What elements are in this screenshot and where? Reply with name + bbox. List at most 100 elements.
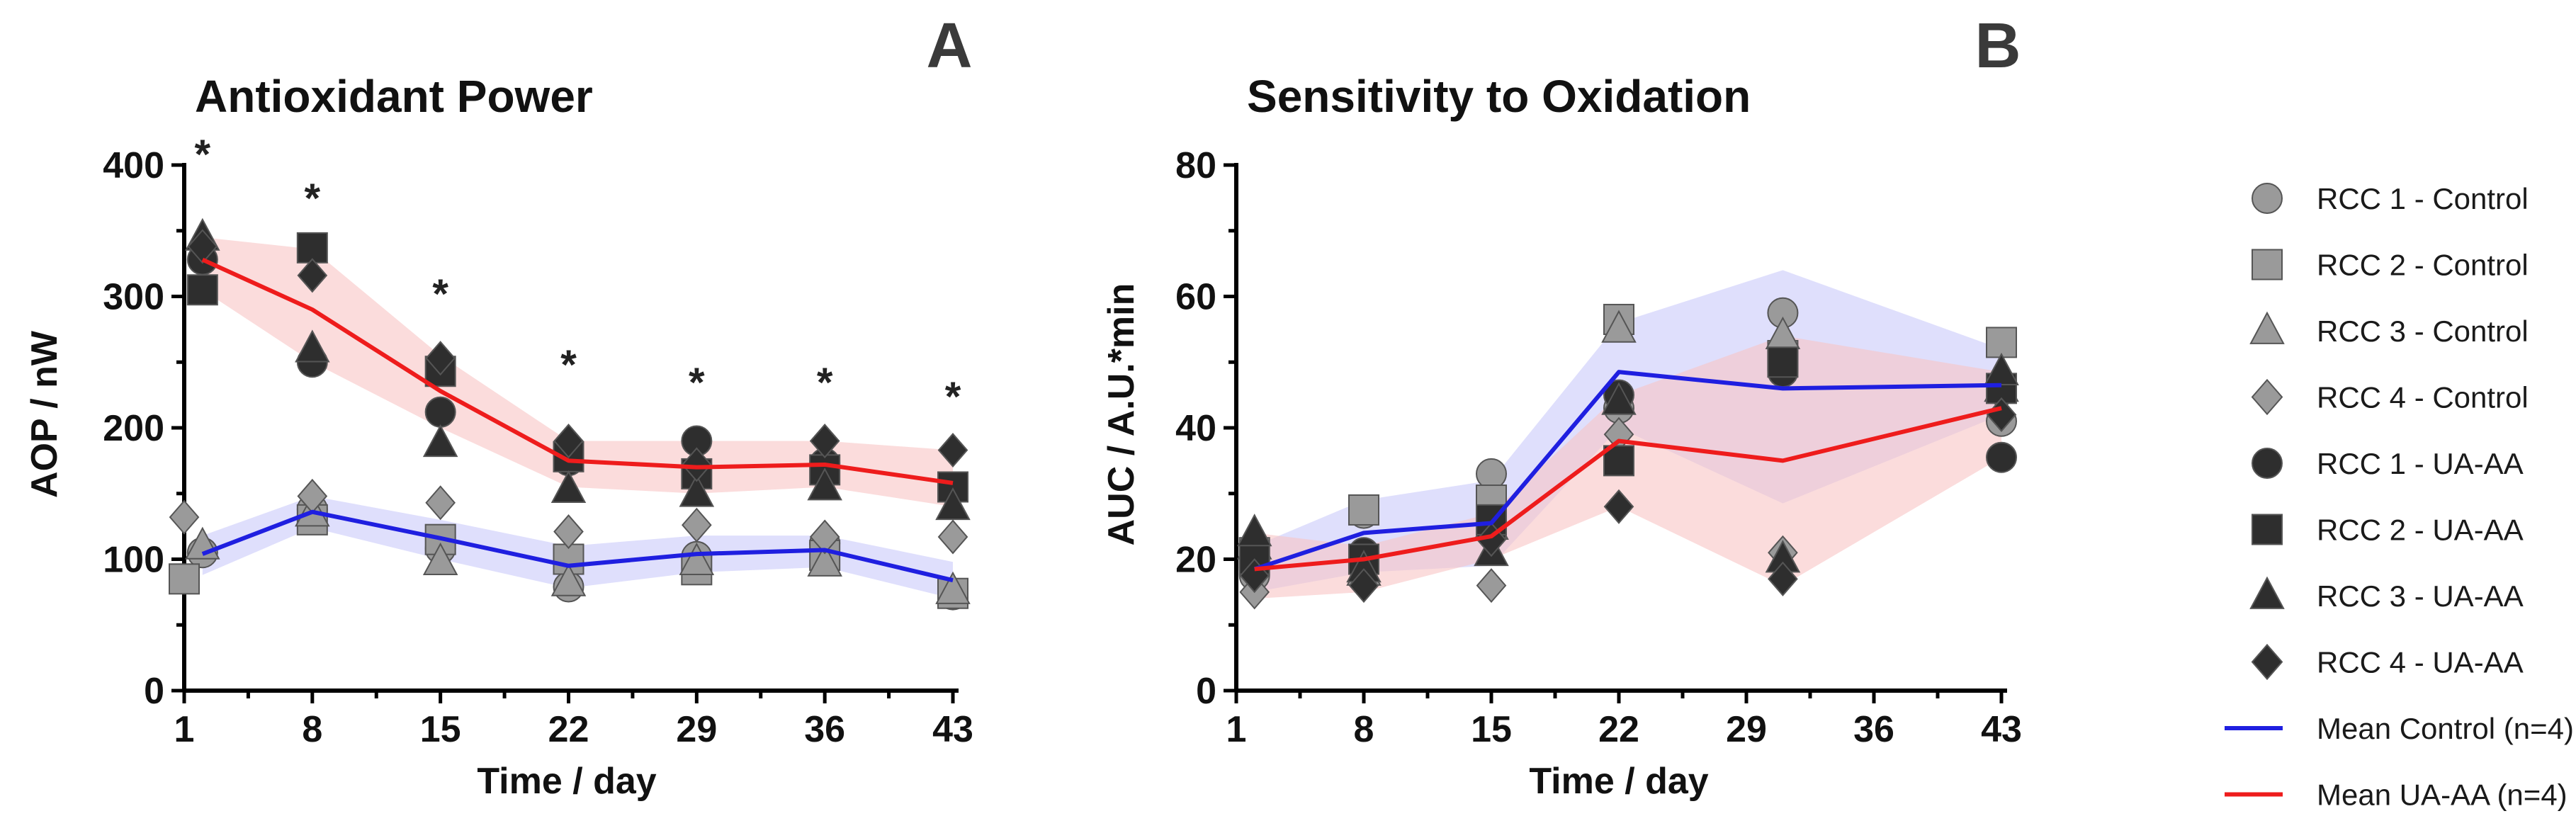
panel-b-x-tick-label: 22	[1598, 709, 1639, 750]
panel-a-point-rcc-4-control	[553, 514, 584, 550]
panel-a-point-rcc-3-control	[935, 571, 971, 604]
panel-b-point-rcc-3-ua-aa	[1984, 352, 2019, 386]
panel-b-x-tick-label: 36	[1853, 709, 1894, 750]
panel-a-y-tick-label: 100	[103, 540, 164, 581]
panel-a-point-rcc-4-ua-aa	[553, 424, 584, 459]
panel-a-x-tick-label: 15	[420, 709, 461, 750]
legend-entry-label-8: Mean Control (n=4)	[2317, 712, 2574, 745]
panel-a-x-axis-label: Time / day	[477, 761, 656, 802]
legend-marker-1	[2252, 249, 2283, 280]
panel-b-point-rcc-3-ua-aa	[1236, 514, 1272, 547]
panel-a-point-rcc-4-ua-aa	[809, 424, 840, 459]
panel-b-point-rcc-4-ua-aa	[1768, 561, 1798, 596]
panel-a-y-tick-label: 200	[103, 408, 164, 449]
panel-b-point-rcc-1-ua-aa	[1986, 441, 2017, 473]
legend-marker-2	[2249, 311, 2285, 344]
panel-b-point-rcc-4-ua-aa	[1348, 568, 1379, 604]
panel-a-point-rcc-3-ua-aa	[807, 468, 842, 501]
legend-marker-7	[2251, 643, 2283, 681]
panel-a-point-rcc-4-ua-aa	[425, 341, 456, 376]
panel-a-significance-star: *	[560, 342, 577, 388]
panel-a-mean-line-control	[201, 509, 954, 583]
panel-a-mean-line-uaaa	[201, 257, 954, 485]
panel-b-x-tick-label: 43	[1981, 709, 2022, 750]
legend-entry-label-9: Mean UA-AA (n=4)	[2317, 778, 2567, 812]
panel-a-x-tick-label: 1	[174, 709, 195, 750]
panel-a-point-rcc-3-control	[422, 542, 458, 576]
legend-entry-label-1: RCC 2 - Control	[2317, 249, 2529, 282]
legend-entry-label-6: RCC 3 - UA-AA	[2317, 579, 2524, 613]
panel-b-y-tick-label: 40	[1175, 408, 1216, 449]
panel-b-point-rcc-1-control	[1476, 458, 1507, 489]
panel-b-label: B	[1975, 11, 2021, 81]
panel-a-point-rcc-3-control	[807, 543, 842, 577]
panel-a-point-rcc-4-ua-aa	[682, 447, 712, 482]
legend-marker-5	[2252, 514, 2283, 545]
panel-b: B Sensitivity to Oxidation AUC / A.U.*mi…	[1101, 11, 2022, 802]
panel-b-y-axis-label: AUC / A.U.*min	[1101, 283, 1142, 546]
panel-a-point-rcc-4-control	[937, 519, 968, 555]
panel-a-point-rcc-3-ua-aa	[679, 474, 715, 507]
panel-a-significance-star: *	[945, 374, 961, 420]
legend-marker-0	[2252, 183, 2283, 214]
panel-b-y-tick-label: 80	[1175, 145, 1216, 186]
panel-a-y-tick-label: 400	[103, 145, 164, 186]
panel-a-x-tick-label: 22	[548, 709, 589, 750]
panel-a-point-rcc-3-ua-aa	[422, 424, 458, 458]
legend-entry-label-4: RCC 1 - UA-AA	[2317, 447, 2524, 480]
panel-b-y-tick-label: 20	[1175, 540, 1216, 581]
panel-a-point-rcc-3-control	[679, 542, 715, 576]
panel-b-x-axis-label: Time / day	[1529, 761, 1708, 802]
panel-a-x-tick-label: 43	[932, 709, 973, 750]
panel-b-y-tick-label: 0	[1196, 671, 1216, 712]
panel-a-significance-star: *	[305, 176, 321, 222]
panel-a-title: Antioxidant Power	[195, 71, 593, 122]
panel-b-point-rcc-2-ua-aa	[1767, 346, 1799, 378]
legend-entry-label-7: RCC 4 - UA-AA	[2317, 646, 2524, 679]
panel-a-significance-star: *	[195, 132, 211, 178]
panel-a-significance-star: *	[432, 271, 448, 317]
panel-a-point-rcc-2-ua-aa	[186, 274, 218, 306]
panel-a-point-rcc-4-control	[169, 499, 200, 535]
panel-b-point-rcc-3-control	[1601, 310, 1637, 343]
legend-marker-6	[2249, 576, 2285, 609]
panel-b-mean-line-control	[1253, 370, 2002, 572]
panel-a-x-tick-label: 29	[676, 709, 717, 750]
panel-a-y-axis-label: AOP / nW	[24, 330, 65, 498]
panel-a-point-rcc-2-control	[169, 563, 200, 595]
legend: RCC 1 - Control RCC 2 - Control RCC 3 - Co…	[2225, 182, 2574, 812]
panel-b-point-rcc-2-control	[1348, 494, 1379, 526]
panel-a-point-rcc-3-control	[550, 563, 587, 596]
panel-a-label: A	[927, 11, 973, 81]
panel-b-point-rcc-3-ua-aa	[1601, 382, 1637, 415]
panel-a-point-rcc-4-control	[682, 507, 712, 543]
panel-a-point-rcc-3-ua-aa	[935, 487, 971, 521]
legend-entry-label-5: RCC 2 - UA-AA	[2317, 514, 2524, 547]
panel-a-significance-star: *	[817, 360, 833, 406]
panel-b-mean-line-uaaa	[1254, 406, 2002, 572]
panel-a-significance-star: *	[689, 360, 705, 406]
legend-entry-label-0: RCC 1 - Control	[2317, 182, 2529, 215]
panel-b-x-tick-label: 8	[1354, 709, 1374, 750]
panel-a: A Antioxidant Power AOP / nW Time / day …	[24, 11, 973, 802]
panel-a-point-rcc-4-ua-aa	[297, 258, 328, 293]
panel-b-point-rcc-2-control	[1986, 327, 2017, 358]
panel-a-point-rcc-4-ua-aa	[187, 229, 218, 264]
panel-a-point-rcc-4-ua-aa	[937, 433, 968, 468]
legend-entry-label-2: RCC 3 - Control	[2317, 314, 2529, 348]
panel-b-y-tick-label: 60	[1175, 277, 1216, 318]
panel-b-plot: 0 20 40 60 80 1 8 15 22 29 36 43	[1175, 145, 2022, 750]
panel-a-point-rcc-4-control	[425, 485, 456, 521]
panel-a-point-rcc-4-control	[809, 519, 840, 555]
panel-a-point-rcc-3-ua-aa	[295, 329, 330, 363]
panel-a-x-tick-label: 36	[804, 709, 845, 750]
legend-marker-4	[2252, 448, 2283, 479]
panel-b-x-tick-label: 15	[1471, 709, 1512, 750]
panel-a-point-rcc-1-ua-aa	[424, 396, 456, 428]
panel-b-point-rcc-4-control	[1476, 568, 1507, 604]
legend-entry-label-3: RCC 4 - Control	[2317, 381, 2529, 414]
legend-marker-3	[2251, 378, 2283, 416]
panel-b-x-tick-label: 1	[1226, 709, 1247, 750]
panel-a-point-rcc-3-ua-aa	[550, 470, 587, 504]
